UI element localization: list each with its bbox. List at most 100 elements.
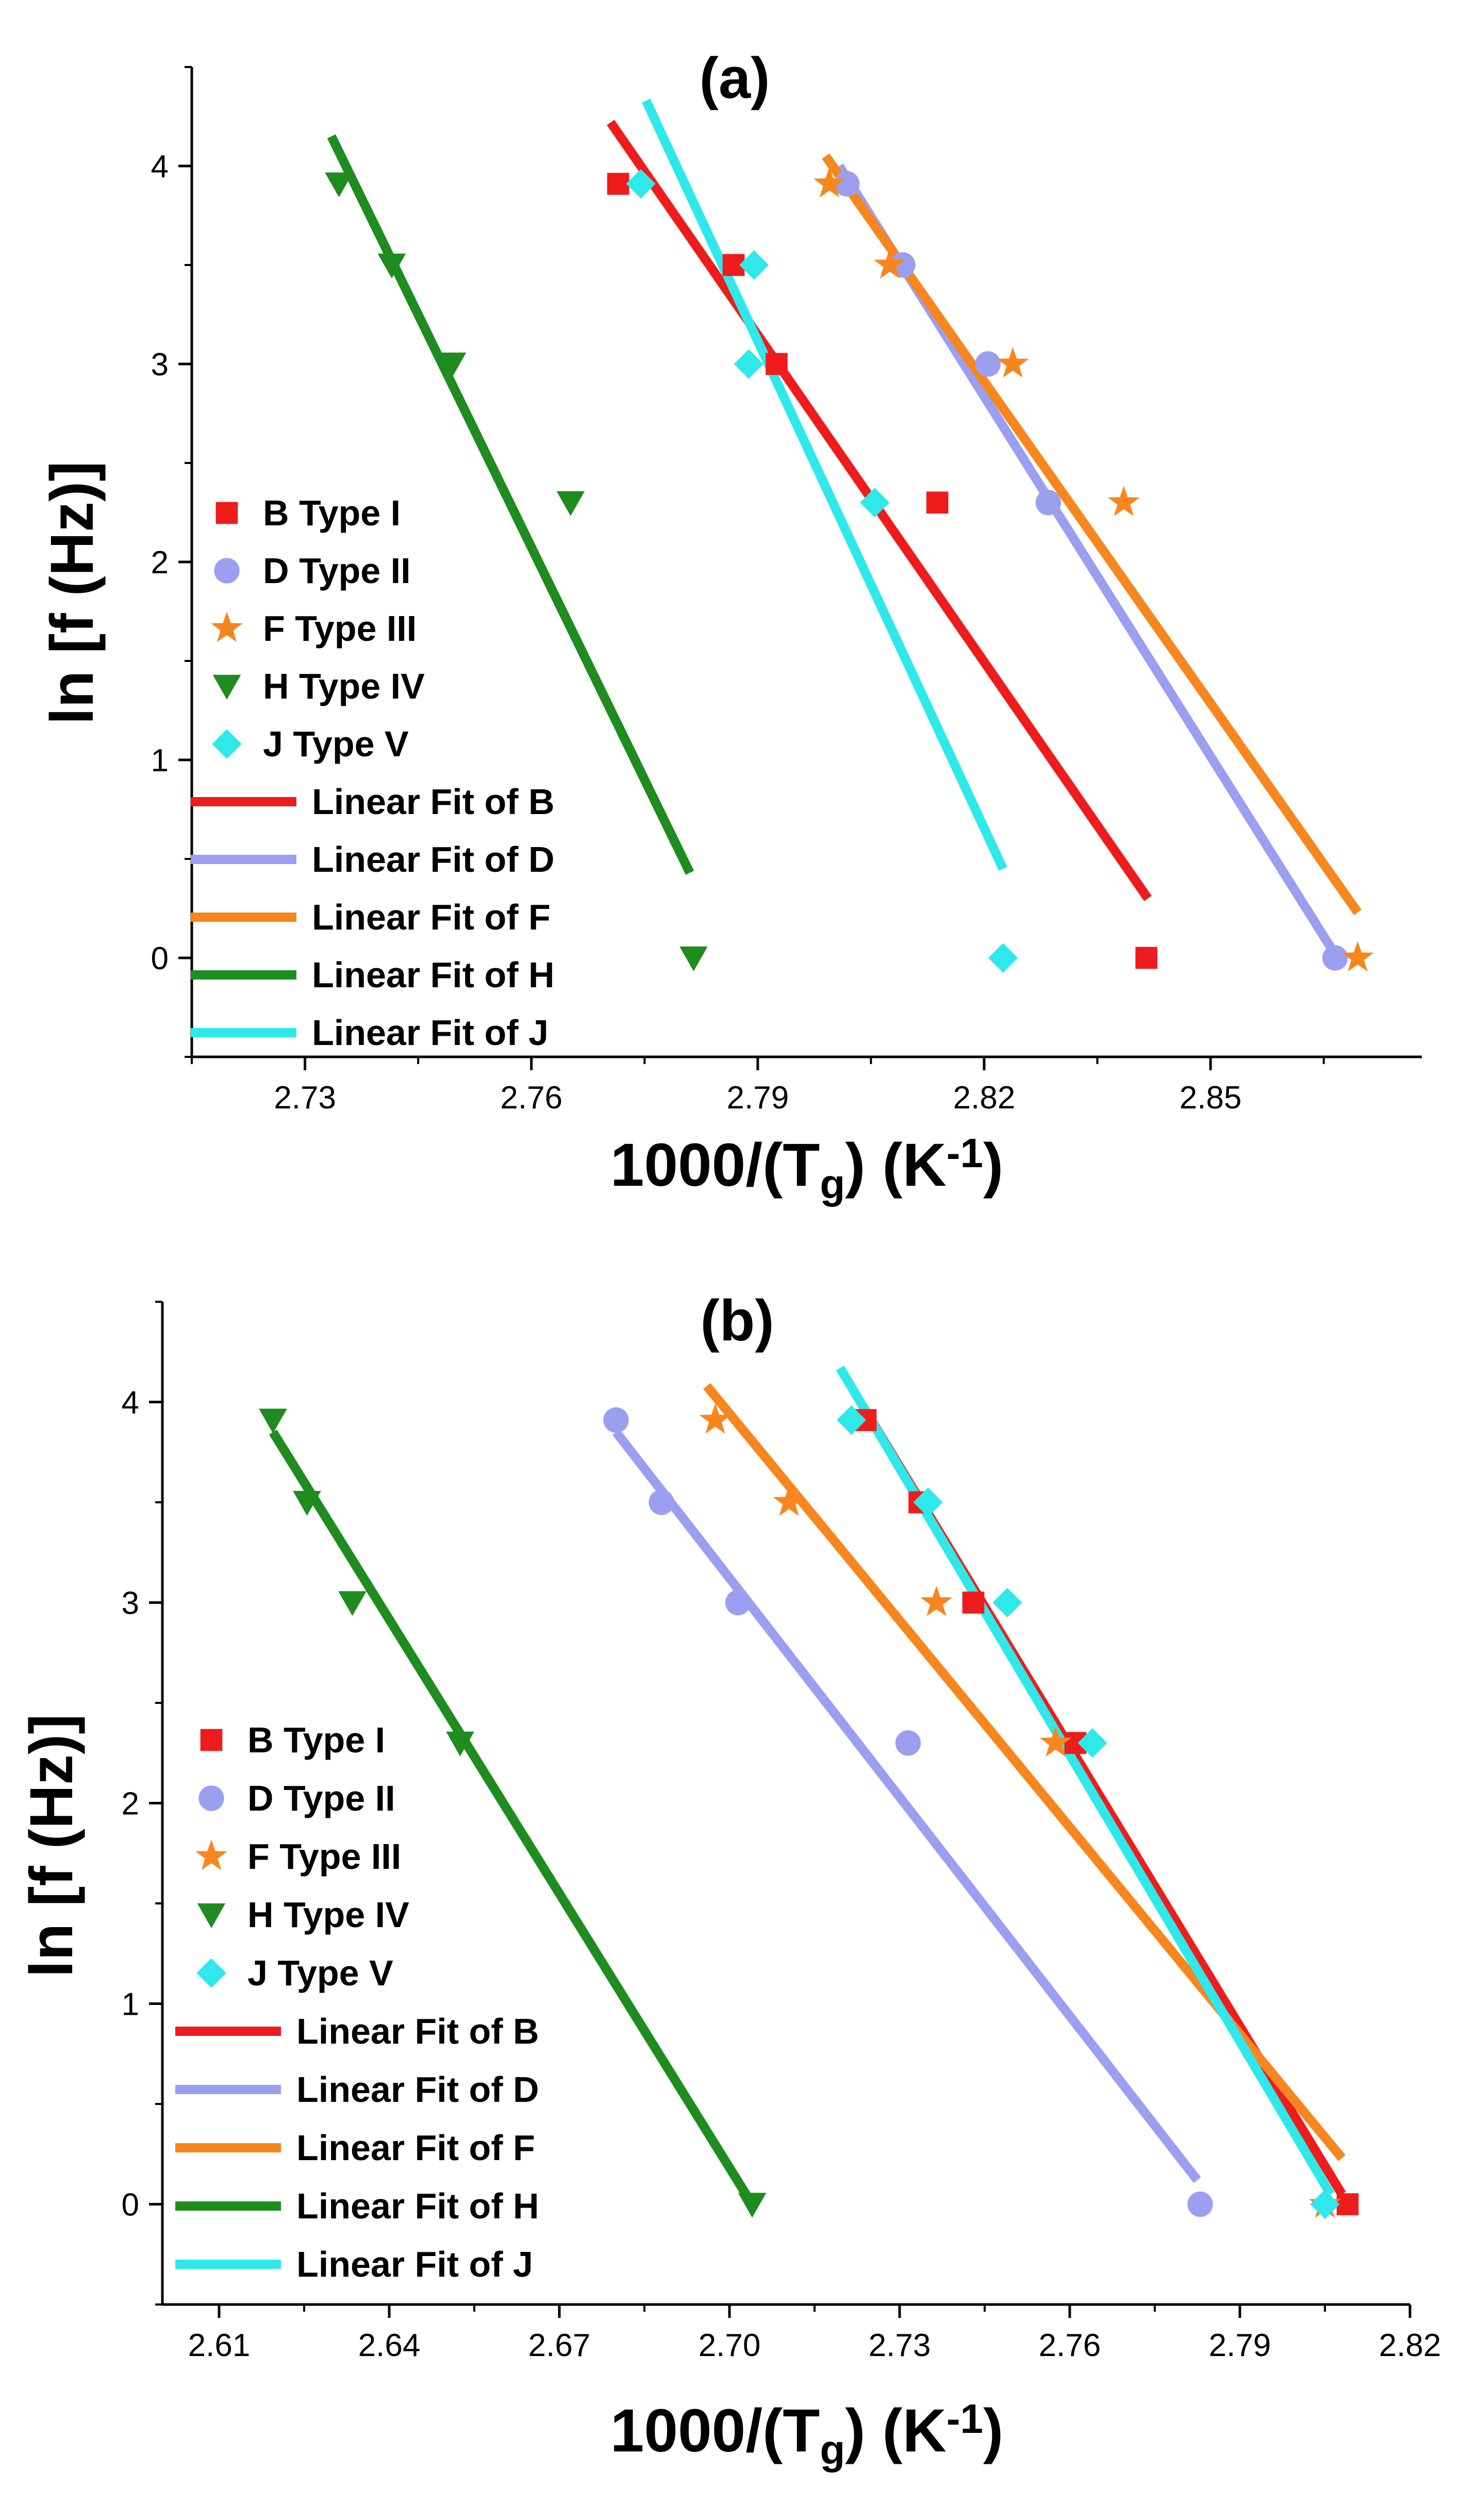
legend-marker [212,729,242,759]
y-tick-label: 1 [122,1987,139,2022]
data-point-j [1077,1728,1107,1758]
x-axis-title: 1000/(Tg) (K-1) [610,1130,1004,1207]
legend-marker [200,1729,223,1751]
fit-line-d [612,1429,1201,2183]
x-axis-title-main: 1000/(T [610,2397,820,2465]
data-point-b [607,173,629,195]
legend-label: D Type II [247,1778,395,1818]
data-point-j [860,488,890,518]
x-axis-title-mid: ) (K [845,2397,947,2465]
data-point-f [1039,1726,1072,1757]
y-tick-label: 4 [151,149,169,185]
legend-label: Linear Fit of B [296,2011,539,2051]
y-axis-title: ln [f (Hz)] [18,1714,86,1977]
y-tick-label: 2 [122,1786,139,1822]
data-point-f [1341,941,1374,972]
fit-line-f [703,1383,1346,2161]
legend-marker [195,1839,227,1870]
data-point-j [913,1487,943,1517]
x-tick-label: 2.85 [1180,1080,1242,1116]
data-point-h [446,1731,474,1756]
y-tick-label: 3 [122,1586,139,1621]
y-tick-label: 0 [122,2187,139,2223]
x-tick-label: 2.76 [500,1080,562,1116]
x-axis-title-end: ) [983,2397,1003,2465]
data-point-f [997,347,1029,378]
panel-title: (b) [700,1288,774,1353]
y-axis-title: ln [f (Hz)] [38,461,106,724]
legend-label: Linear Fit of H [296,2186,539,2226]
chart-panel-b: 0 1 2 3 4 2.61 2.64 2.67 2.70 2.73 2.76 2.79 2.82 (b)… [18,1288,1441,2473]
x-tick-label: 2.82 [953,1080,1016,1116]
data-point-f [773,1485,805,1516]
x-tick-label: 2.61 [188,2328,251,2363]
x-tick-label: 2.73 [274,1080,336,1116]
fit-line-h [269,1430,756,2207]
y-tick-label: 2 [151,545,169,581]
data-point-j [739,250,769,280]
legend-label: Linear Fit of F [296,2128,535,2168]
data-point-h [438,352,467,377]
x-axis-title: 1000/(Tg) (K-1) [610,2396,1004,2473]
data-point-j [1310,2189,1340,2219]
y-tick-label: 0 [151,941,169,976]
y-tick-label: 4 [122,1385,139,1421]
x-tick-label: 2.79 [1209,2328,1271,2363]
legend-label: Linear Fit of D [296,2069,539,2110]
data-point-d [1035,490,1061,516]
data-point-f [699,1403,732,1434]
data-point-h [259,1408,287,1434]
data-point-b [1135,947,1158,969]
data-point-b [962,1591,985,1614]
legend-label: H Type IV [247,1895,409,1935]
legend-marker [211,611,243,642]
data-point-h [738,2193,767,2218]
data-point-b [766,353,788,375]
data-point-j [988,943,1018,973]
legend-label: Linear Fit of J [296,2244,533,2284]
data-point-d [649,1489,674,1515]
data-point-h [325,172,353,197]
legend-marker [198,1785,224,1811]
legend-label: Linear Fit of D [312,839,555,880]
legend-label: Linear Fit of H [312,955,555,995]
legend-label: F Type III [263,608,417,649]
data-point-d [725,1589,751,1616]
data-point-h [338,1591,367,1616]
data-point-d [975,351,1001,377]
data-point-f [920,1586,953,1616]
x-axis-title-main: 1000/(T [610,1131,820,1199]
y-tick-label: 1 [151,743,169,778]
data-point-d [1187,2191,1213,2217]
x-axis-title-sup: -1 [947,2396,983,2442]
data-point-j [992,1587,1022,1618]
legend-label: J Type V [247,1953,393,1993]
legend-label: H Type IV [263,666,425,706]
legend-label: Linear Fit of B [312,782,555,822]
data-point-h [556,491,585,516]
legend-label: D Type II [263,551,411,591]
legend-label: J Type V [263,724,409,764]
legend-marker [215,502,238,524]
legend-marker [214,558,240,584]
x-tick-label: 2.79 [727,1080,789,1116]
fit-line-f [822,153,1362,915]
data-point-d [1322,945,1348,971]
data-point-j [734,349,764,379]
x-tick-label: 2.76 [1039,2328,1101,2363]
chart-panel-a: 0 1 2 3 4 2.73 2.76 2.79 2.82 2.85 (a) ln [f (Hz)] 1… [38,46,1422,1207]
x-axis-title-end: ) [983,1131,1003,1199]
data-point-d [603,1407,629,1433]
data-point-f [1107,486,1140,517]
legend-marker [197,1903,226,1928]
legend-label: F Type III [247,1836,401,1877]
data-point-j [836,1405,867,1435]
data-point-d [834,171,860,197]
x-axis-title-mid: ) (K [845,1131,947,1199]
legend-label: B Type I [263,493,401,533]
fit-line-j [642,98,1007,871]
x-tick-label: 2.67 [528,2328,591,2363]
legend-label: Linear Fit of J [312,1013,549,1053]
panel-title: (a) [700,46,770,110]
legend: B Type I D Type II F Type III H Type IV J Ty… [191,493,555,1053]
